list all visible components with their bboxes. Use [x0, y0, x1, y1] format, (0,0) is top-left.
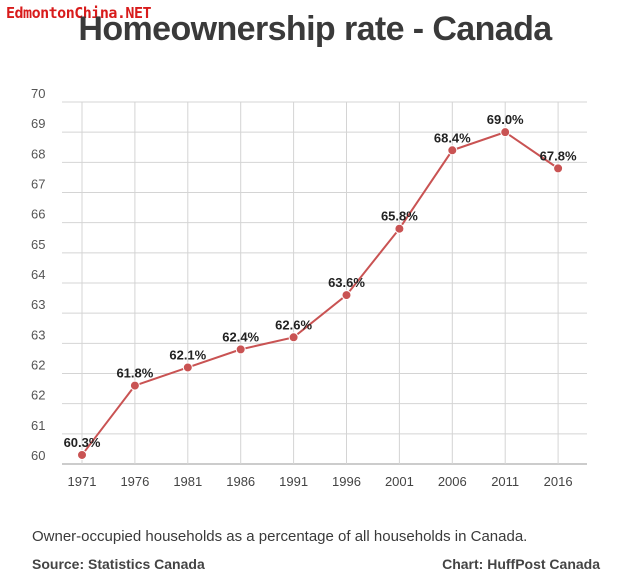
- data-point: [553, 163, 564, 174]
- y-tick-label: 65: [31, 237, 45, 252]
- y-tick-label: 69: [31, 116, 45, 131]
- x-tick-label: 1996: [332, 474, 361, 489]
- y-tick-label: 66: [31, 207, 45, 222]
- data-point: [182, 362, 193, 373]
- x-tick-label: 2011: [491, 474, 519, 489]
- data-label: 62.1%: [169, 347, 206, 362]
- y-tick-label: 62: [31, 358, 45, 373]
- data-label: 63.6%: [328, 275, 365, 290]
- y-tick-label: 61: [31, 418, 45, 433]
- y-tick-label: 63: [31, 297, 45, 312]
- y-tick-label: 60: [31, 448, 45, 463]
- y-tick-label: 64: [31, 267, 45, 282]
- chart-title: Homeownership rate - Canada: [78, 10, 552, 48]
- data-label: 68.4%: [434, 130, 471, 145]
- data-label: 61.8%: [116, 366, 153, 381]
- chart-caption: Owner-occupied households as a percentag…: [32, 528, 528, 545]
- data-point: [447, 145, 458, 156]
- x-tick-label: 1991: [279, 474, 308, 489]
- y-tick-label: 63: [31, 327, 45, 342]
- data-point: [288, 332, 299, 343]
- y-tick-label: 67: [31, 177, 45, 192]
- source-note: Source: Statistics Canada: [32, 556, 205, 572]
- x-tick-label: 2001: [385, 474, 414, 489]
- data-label: 60.3%: [64, 435, 101, 450]
- x-tick-label: 1981: [173, 474, 202, 489]
- series-line: [81, 131, 559, 456]
- x-tick-label: 2016: [544, 474, 573, 489]
- data-point: [129, 380, 140, 391]
- data-label: 62.4%: [222, 329, 259, 344]
- data-label: 62.6%: [275, 317, 312, 332]
- data-point: [77, 449, 87, 460]
- data-point: [341, 290, 352, 301]
- y-tick-label: 68: [31, 146, 45, 161]
- x-tick-label: 1976: [120, 474, 149, 489]
- data-point: [235, 344, 246, 355]
- x-tick-label: 2006: [438, 474, 467, 489]
- y-tick-label: 70: [31, 86, 45, 101]
- data-label: 65.8%: [381, 209, 418, 224]
- data-point: [394, 223, 405, 234]
- watermark: EdmontonChina.NET: [6, 4, 152, 22]
- x-tick-label: 1971: [68, 474, 97, 489]
- y-tick-label: 62: [31, 388, 45, 403]
- x-tick-label: 1986: [226, 474, 255, 489]
- data-label: 69.0%: [487, 112, 524, 127]
- data-label: 67.8%: [540, 148, 577, 163]
- data-point: [500, 127, 511, 138]
- chart-credit: Chart: HuffPost Canada: [442, 556, 600, 572]
